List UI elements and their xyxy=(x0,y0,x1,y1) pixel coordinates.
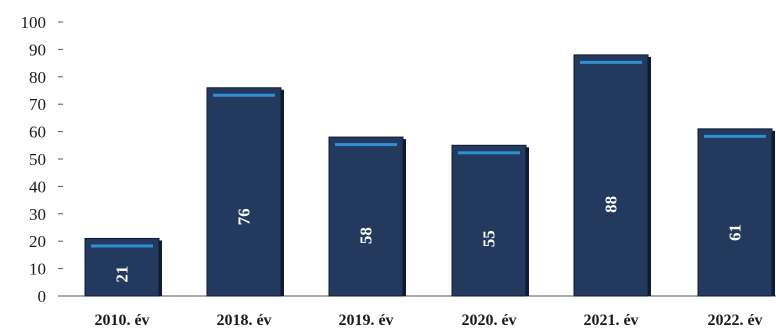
y-tick-label: 0 xyxy=(38,287,47,306)
y-tick-label: 40 xyxy=(29,177,46,196)
x-category-label: 2021. év xyxy=(583,312,638,329)
y-tick-label: 70 xyxy=(29,95,46,114)
x-category-label: 2020. év xyxy=(461,312,516,329)
bars: 21 76 58 55 88 61 xyxy=(85,55,775,296)
bar-highlight xyxy=(213,94,275,97)
bar-value-label: 61 xyxy=(726,224,745,241)
y-tick-label: 60 xyxy=(29,123,46,142)
bar-value-label: 21 xyxy=(113,266,132,283)
bar-group: 21 xyxy=(85,238,162,296)
y-tick-label: 30 xyxy=(29,205,46,224)
bar-highlight xyxy=(580,61,642,64)
x-category-label: 2018. év xyxy=(216,312,271,329)
bar-value-label: 76 xyxy=(235,208,254,225)
bar-value-label: 88 xyxy=(602,196,621,213)
bar-group: 76 xyxy=(207,88,284,296)
bar-group: 88 xyxy=(574,55,651,296)
bar-highlight xyxy=(458,151,520,154)
bar-value-label: 58 xyxy=(357,227,376,244)
x-axis-labels: 2010. év 2018. év 2019. év 2020. év 2021. év… xyxy=(94,312,762,329)
x-category-label: 2019. év xyxy=(338,312,393,329)
y-tick-label: 10 xyxy=(29,260,46,279)
bar xyxy=(329,137,403,296)
y-tick-label: 20 xyxy=(29,232,46,251)
bar-group: 61 xyxy=(698,129,775,296)
y-tick-label: 100 xyxy=(21,13,47,32)
bar xyxy=(574,55,648,296)
bar-value-label: 55 xyxy=(480,230,499,247)
bar xyxy=(698,129,772,296)
bar xyxy=(452,145,526,296)
y-tick-label: 90 xyxy=(29,40,46,59)
y-tick-label: 50 xyxy=(29,150,46,169)
bar-highlight xyxy=(704,135,766,138)
bar-group: 55 xyxy=(452,145,529,296)
bar-group: 58 xyxy=(329,137,406,296)
y-axis: 0 10 20 30 40 50 60 70 80 90 100 xyxy=(21,13,64,306)
bar xyxy=(207,88,281,296)
bar-highlight xyxy=(91,244,153,247)
bar-highlight xyxy=(335,143,397,146)
y-tick-label: 80 xyxy=(29,68,46,87)
x-category-label: 2022. év xyxy=(707,312,762,329)
x-category-label: 2010. év xyxy=(94,312,149,329)
